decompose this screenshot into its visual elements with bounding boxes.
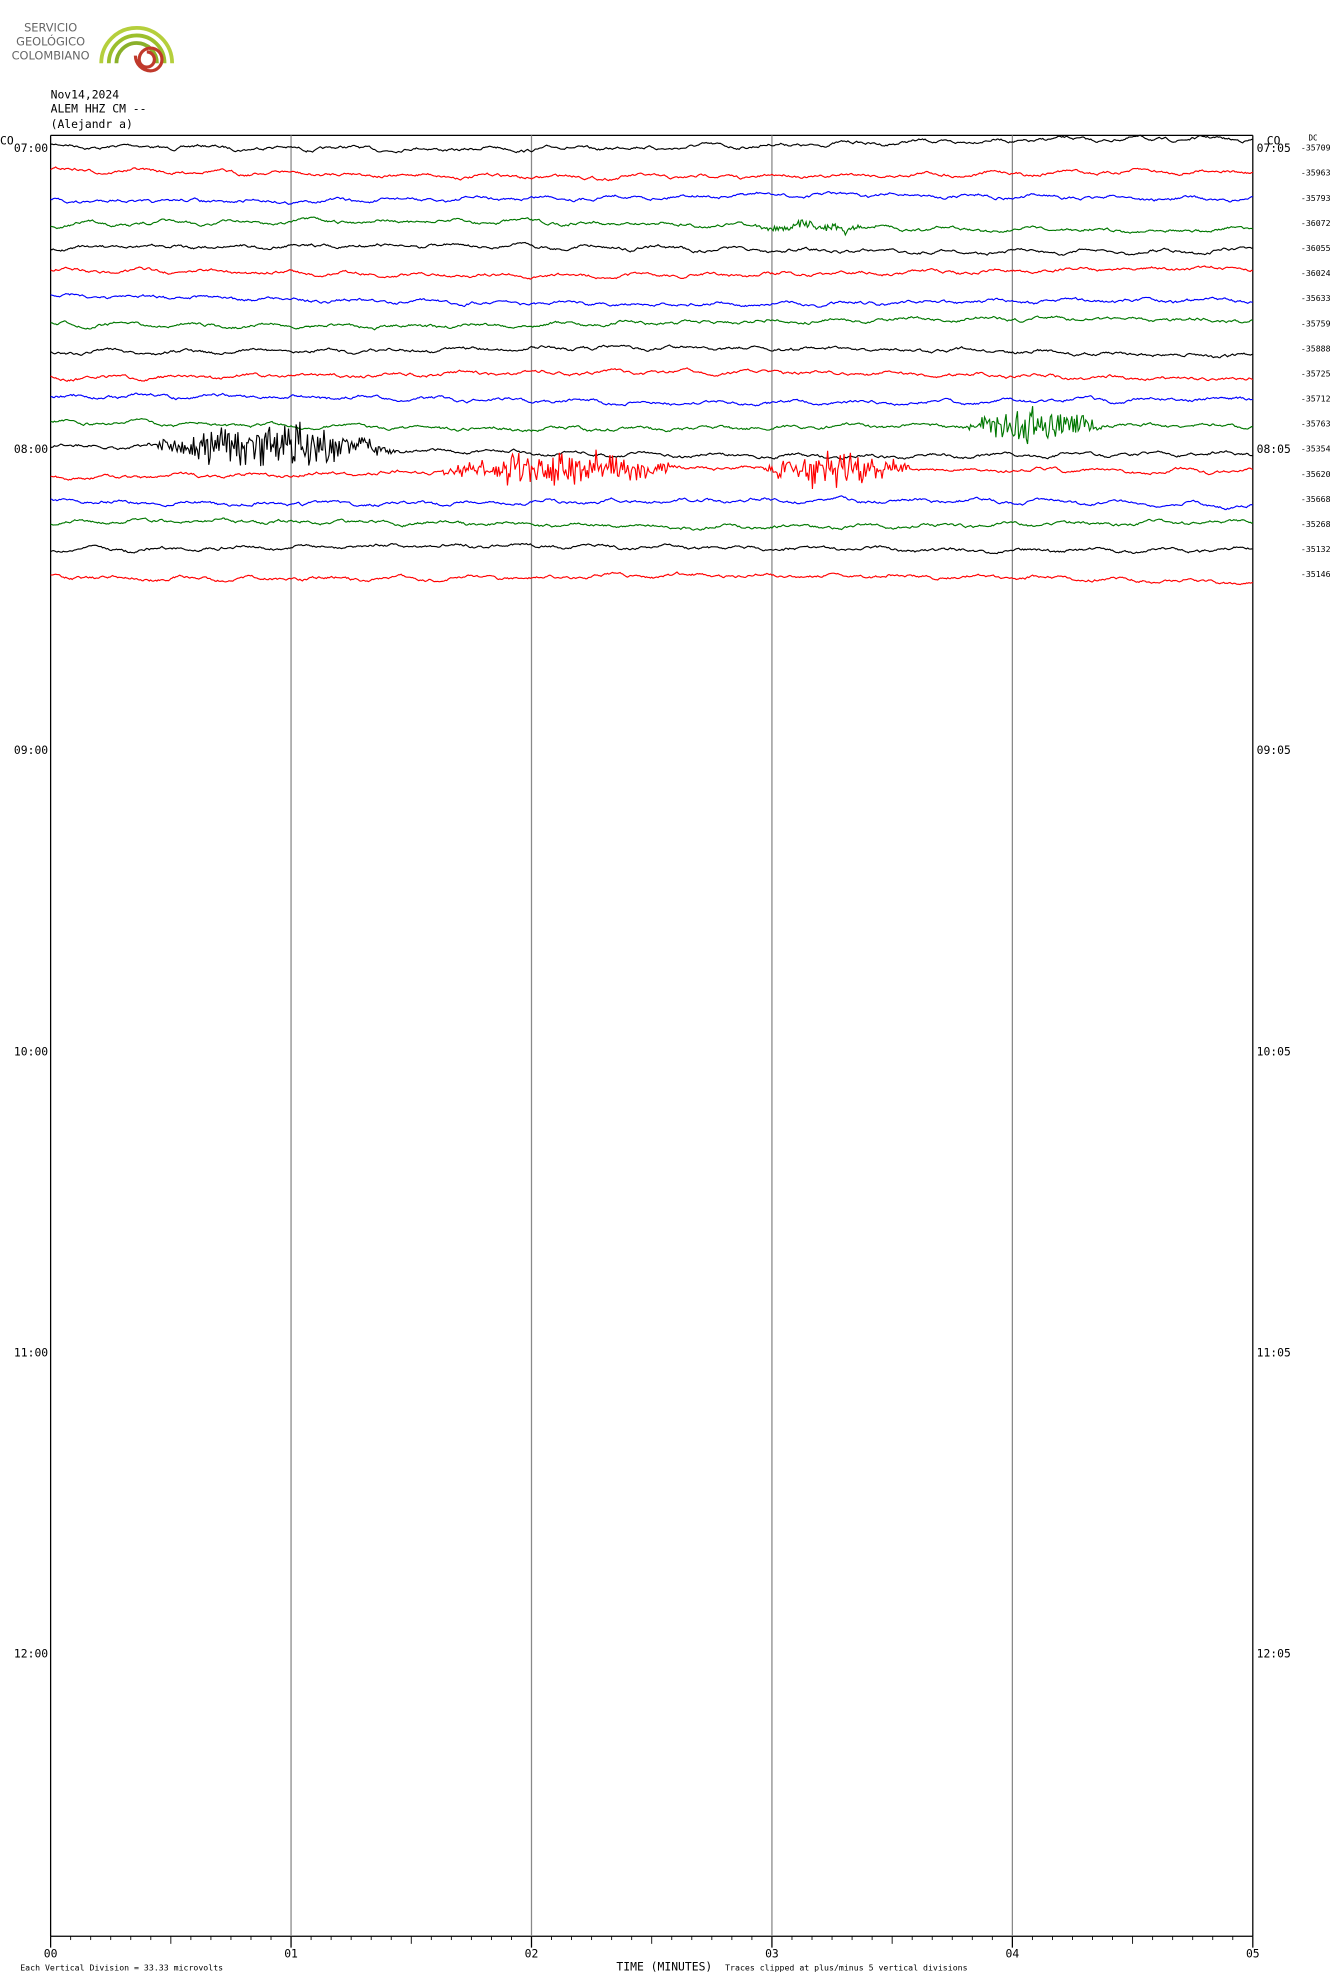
trace: [50, 166, 1253, 182]
dc-label: -36024: [1301, 268, 1330, 278]
trace: [50, 216, 1254, 237]
trace: [50, 406, 1253, 445]
trace: [50, 421, 1253, 467]
x-tick-label: 00: [44, 1947, 58, 1961]
hour-label-right: 07:05: [1257, 141, 1291, 155]
hour-label-right: 10:05: [1257, 1044, 1291, 1058]
trace: [50, 367, 1254, 382]
dc-label: -35146: [1301, 569, 1330, 579]
dc-label: -35763: [1301, 419, 1330, 429]
x-tick-label: 02: [525, 1947, 539, 1961]
dc-label: -35888: [1301, 343, 1330, 353]
x-axis-label: TIME (MINUTES): [616, 1959, 712, 1973]
trace: [50, 292, 1253, 308]
logo: [99, 26, 175, 73]
x-tick-label: 04: [1006, 1947, 1020, 1961]
trace: [50, 517, 1254, 531]
trace: [50, 495, 1254, 511]
dc-label: -35759: [1301, 318, 1330, 328]
dc-label: -35963: [1301, 168, 1330, 178]
dc-label: -35725: [1301, 368, 1330, 378]
dc-label: -35793: [1301, 193, 1330, 203]
dc-title: DC: [1308, 133, 1317, 142]
network-label: CO: [0, 133, 14, 147]
hour-label-left: 10:00: [14, 1044, 48, 1058]
dc-label: -35709: [1301, 143, 1330, 153]
dc-label: -35354: [1301, 444, 1330, 454]
trace: [50, 571, 1253, 586]
hour-label-left: 09:00: [14, 743, 48, 757]
hour-label-right: 09:05: [1257, 743, 1291, 757]
header-line: (Alejandr a): [51, 117, 133, 131]
logo-line: GEOLÓGICO: [16, 34, 85, 49]
logo-text: SERVICIO GEOLÓGICO COLOMBIANO: [12, 21, 90, 63]
trace: [50, 315, 1254, 331]
header-line: ALEM HHZ CM --: [51, 102, 147, 116]
dc-label: -35633: [1301, 293, 1330, 303]
logo-line: COLOMBIANO: [12, 48, 90, 62]
trace: [50, 392, 1253, 407]
x-tick-label: 01: [284, 1947, 298, 1961]
footer-note: Traces clipped at plus/minus 5 vertical …: [725, 1962, 968, 1972]
dc-label: -35620: [1301, 469, 1330, 479]
dc-label: -35668: [1301, 494, 1330, 504]
trace: [50, 134, 1253, 154]
footer-note: Each Vertical Division = 33.33 microvolt…: [20, 1962, 223, 1972]
trace: [50, 265, 1254, 280]
x-tick-label: 03: [765, 1947, 779, 1961]
x-tick-label: 05: [1246, 1947, 1260, 1961]
trace: [50, 190, 1253, 206]
logo-line: SERVICIO: [24, 21, 77, 35]
dc-label: -35132: [1301, 544, 1330, 554]
hour-label-left: 11:00: [14, 1345, 48, 1359]
hour-label-right: 11:05: [1257, 1345, 1291, 1359]
trace: [50, 449, 1253, 490]
dc-label: -35712: [1301, 394, 1330, 404]
dc-label: -35268: [1301, 519, 1330, 529]
network-label: CO: [1267, 133, 1281, 147]
dc-label: -36055: [1301, 243, 1330, 253]
hour-label-right: 12:05: [1257, 1647, 1291, 1661]
hour-label-right: 08:05: [1257, 442, 1291, 456]
hour-label-left: 07:00: [14, 141, 48, 155]
header-line: Nov14,2024: [51, 88, 120, 102]
trace: [50, 344, 1253, 359]
hour-label-left: 08:00: [14, 442, 48, 456]
trace: [50, 542, 1253, 555]
trace: [50, 241, 1253, 256]
dc-label: -36072: [1301, 218, 1330, 228]
hour-label-left: 12:00: [14, 1647, 48, 1661]
